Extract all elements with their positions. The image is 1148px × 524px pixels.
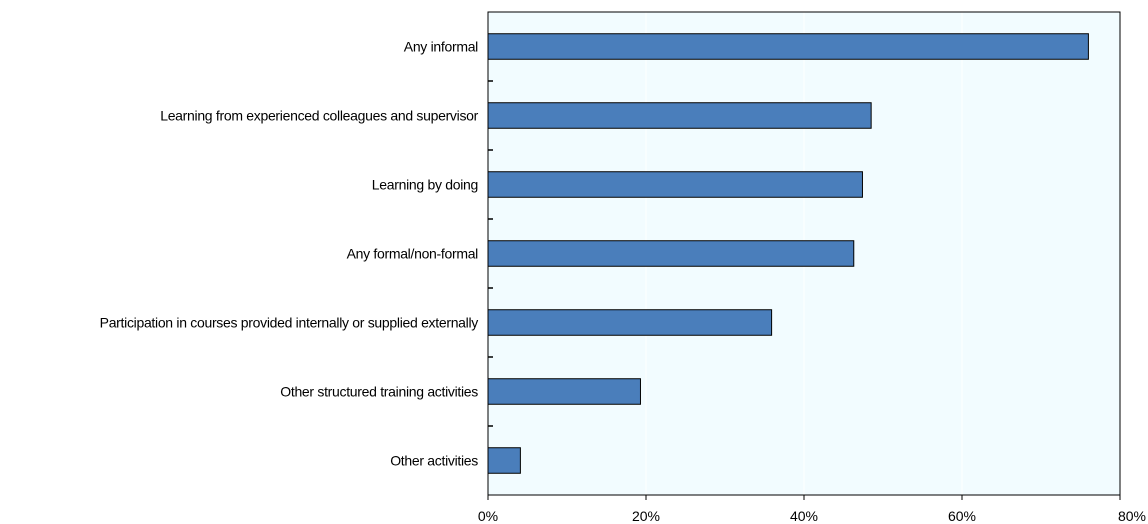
- category-label: Other activities: [390, 453, 478, 469]
- bar: [487, 102, 872, 129]
- category-label: Any formal/non-formal: [347, 246, 479, 262]
- bar: [487, 33, 1089, 60]
- x-tick-label: 80%: [1118, 508, 1146, 524]
- bar: [487, 171, 863, 198]
- plot-frame: [487, 11, 1121, 496]
- category-label: Participation in courses provided intern…: [100, 315, 479, 331]
- category-labels: Any informal Learning from experienced co…: [100, 39, 479, 469]
- bar: [487, 378, 641, 405]
- bar: [487, 240, 855, 267]
- category-label: Learning by doing: [372, 177, 478, 193]
- x-tick-label: 20%: [632, 508, 660, 524]
- category-label: Any informal: [404, 39, 478, 55]
- category-label: Learning from experienced colleagues and…: [160, 108, 478, 124]
- bar: [487, 447, 521, 474]
- axis-ticks: [487, 80, 1121, 500]
- x-tick-label: 0%: [478, 508, 498, 524]
- bars: [487, 33, 1089, 474]
- bar: [487, 309, 773, 336]
- x-tick-label: 60%: [948, 508, 976, 524]
- x-tick-labels: 0% 20% 40% 60% 80%: [478, 508, 1146, 524]
- x-tick-label: 40%: [790, 508, 818, 524]
- category-label: Other structured training activities: [280, 384, 478, 400]
